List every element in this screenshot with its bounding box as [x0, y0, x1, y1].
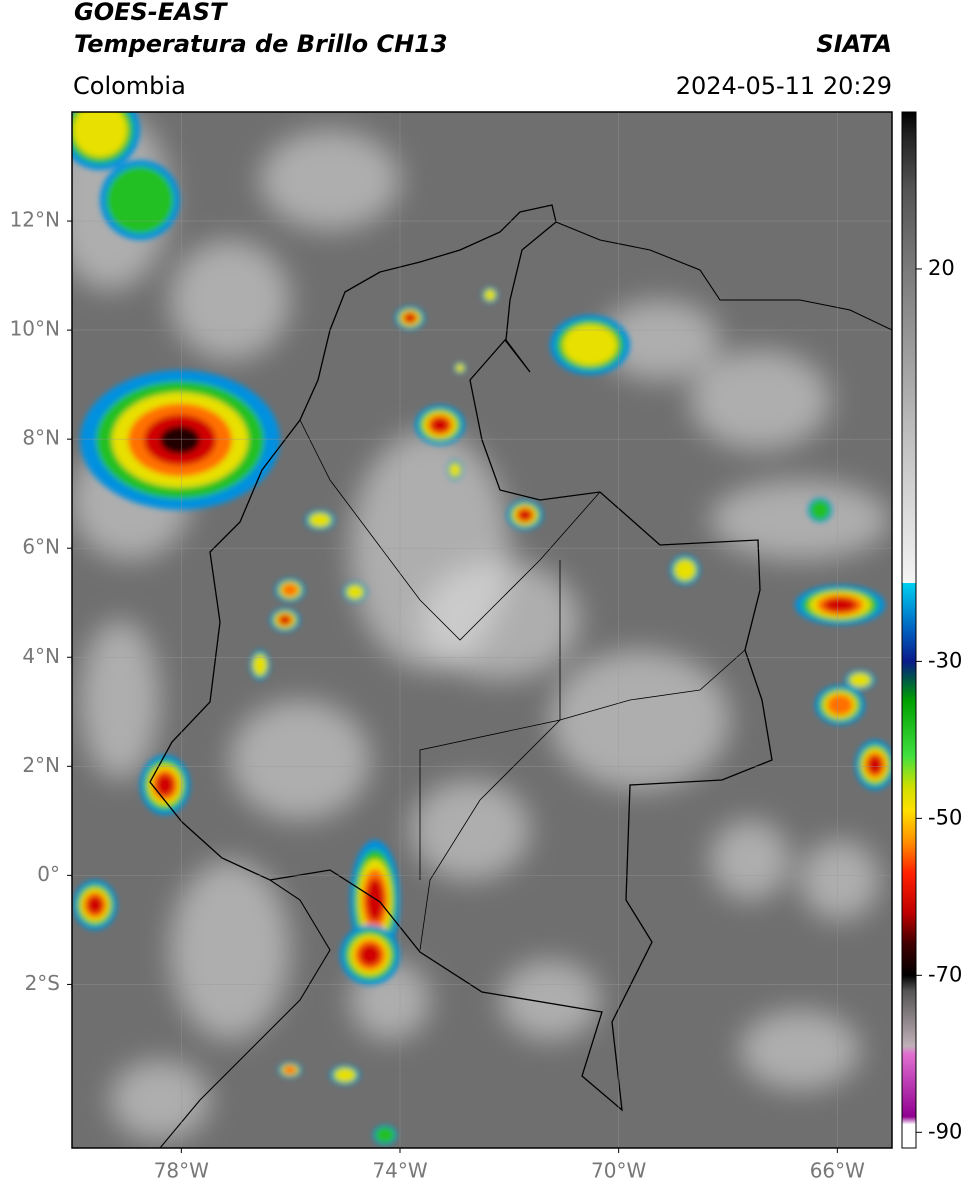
storm [156, 774, 174, 796]
cloud [80, 620, 160, 780]
storm [279, 615, 291, 625]
cloud [800, 840, 880, 920]
cloud [260, 130, 400, 230]
y-tick-label: 12°N [10, 208, 60, 232]
x-tick-label: 78°W [154, 1159, 209, 1183]
storm [404, 313, 416, 323]
cloud [420, 560, 580, 680]
colorbar-tick-label: -50 [928, 805, 962, 829]
cloud [600, 300, 720, 380]
storm [346, 585, 364, 599]
x-tick-label: 70°W [591, 1159, 646, 1183]
map-frame [71, 111, 893, 1149]
storm [849, 673, 871, 687]
y-tick-label: 4°N [22, 644, 60, 668]
storm [309, 513, 331, 527]
storm [809, 499, 831, 521]
storm [87, 896, 103, 914]
storm [253, 654, 267, 676]
y-tick-label: 10°N [10, 317, 60, 341]
storm [674, 559, 696, 581]
y-tick-label: 0° [37, 862, 60, 886]
axes: 78°W 74°W 70°W 66°W 12°N 10°N 8°N 6°N 4°N 2°N 0° 2°… [10, 208, 866, 1183]
y-tick-label: 6°N [22, 535, 60, 559]
cloud [110, 1060, 210, 1140]
ecuador-peru-border [159, 879, 331, 1148]
colorbar-ticks: 20 -30 -50 -70 -90 [916, 256, 962, 1143]
colorbar-tick-label: -70 [928, 962, 962, 986]
cloud [230, 700, 370, 820]
storm [562, 324, 618, 366]
cloud [170, 240, 290, 360]
venezuela-coast [555, 221, 892, 331]
region: Colombia [73, 72, 186, 100]
storm [484, 289, 496, 301]
cloud [410, 780, 530, 880]
cloud [690, 350, 830, 450]
y-tick-label: 8°N [22, 426, 60, 450]
colorbar-tick-label: 20 [928, 256, 955, 280]
departments [419, 560, 561, 880]
storm [283, 1065, 297, 1075]
storm [106, 166, 174, 234]
x-tick-label: 74°W [372, 1159, 427, 1183]
storm [359, 944, 381, 966]
cloud [170, 860, 290, 1040]
cloud [740, 1010, 860, 1090]
storm [72, 112, 128, 158]
storm [827, 694, 853, 716]
storm [867, 756, 883, 774]
storm [160, 426, 200, 454]
cloud [550, 650, 730, 790]
storm [431, 417, 449, 433]
storm [282, 583, 298, 597]
x-tick-label: 66°W [810, 1159, 865, 1183]
storm [449, 463, 461, 477]
cloud [710, 820, 790, 900]
storm [374, 1126, 396, 1144]
colombia-border [149, 204, 773, 1112]
departments [299, 419, 601, 641]
grid [72, 112, 892, 1148]
datetime: 2024-05-11 20:29 [676, 72, 892, 100]
colorbar-tick-label: -90 [928, 1119, 962, 1143]
map [72, 112, 892, 1148]
storms [72, 112, 892, 1145]
storm [455, 363, 465, 373]
storm [518, 509, 532, 521]
cloud [500, 960, 600, 1040]
colorbar [901, 111, 917, 1149]
source: SIATA [816, 30, 892, 58]
y-tick-label: 2°S [25, 971, 60, 995]
storm [366, 878, 384, 922]
storm [334, 1068, 356, 1082]
storm [823, 597, 857, 613]
title: GOES-EAST [74, 0, 228, 26]
y-tick-label: 2°N [22, 753, 60, 777]
subtitle: Temperatura de Brillo CH13 [74, 30, 448, 58]
colorbar-tick-label: -30 [928, 648, 962, 672]
